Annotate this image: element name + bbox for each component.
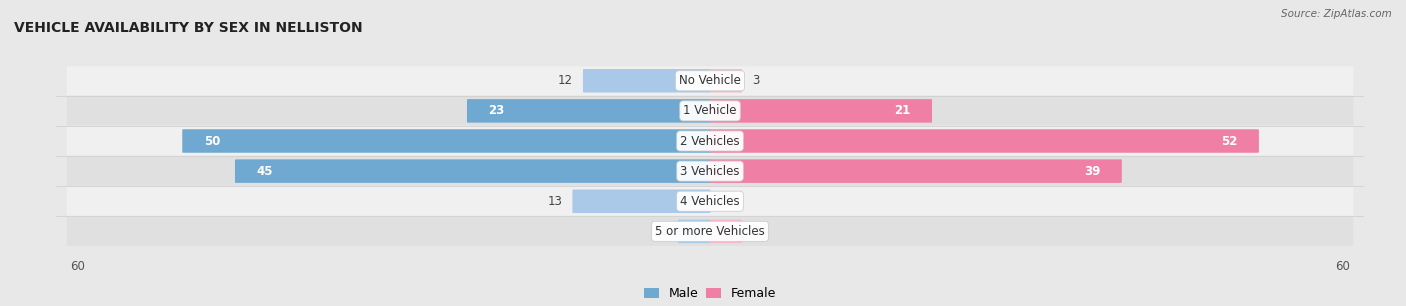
Text: 39: 39 [1084,165,1099,177]
Text: 12: 12 [558,74,574,87]
Text: 13: 13 [547,195,562,208]
Text: VEHICLE AVAILABILITY BY SEX IN NELLISTON: VEHICLE AVAILABILITY BY SEX IN NELLISTON [14,21,363,35]
FancyBboxPatch shape [235,159,710,183]
FancyBboxPatch shape [710,220,742,243]
FancyBboxPatch shape [678,220,710,243]
FancyBboxPatch shape [583,69,710,92]
Text: 5 or more Vehicles: 5 or more Vehicles [655,225,765,238]
Text: 50: 50 [204,135,221,147]
FancyBboxPatch shape [710,129,1258,153]
FancyBboxPatch shape [66,127,1354,155]
FancyBboxPatch shape [572,189,710,213]
Text: 3 Vehicles: 3 Vehicles [681,165,740,177]
FancyBboxPatch shape [710,99,932,123]
FancyBboxPatch shape [66,66,1354,95]
Legend: Male, Female: Male, Female [638,282,782,305]
Text: 1 Vehicle: 1 Vehicle [683,104,737,118]
Text: 23: 23 [489,104,505,118]
FancyBboxPatch shape [66,217,1354,246]
Text: 4 Vehicles: 4 Vehicles [681,195,740,208]
FancyBboxPatch shape [710,159,1122,183]
Text: Source: ZipAtlas.com: Source: ZipAtlas.com [1281,9,1392,19]
Text: 52: 52 [1220,135,1237,147]
Text: 0: 0 [720,195,728,208]
FancyBboxPatch shape [467,99,710,123]
Text: 3: 3 [752,225,759,238]
FancyBboxPatch shape [66,187,1354,216]
FancyBboxPatch shape [710,69,742,92]
FancyBboxPatch shape [183,129,710,153]
FancyBboxPatch shape [66,157,1354,185]
Text: 3: 3 [661,225,668,238]
Text: 2 Vehicles: 2 Vehicles [681,135,740,147]
Text: 3: 3 [752,74,759,87]
Text: No Vehicle: No Vehicle [679,74,741,87]
Text: 45: 45 [256,165,273,177]
FancyBboxPatch shape [66,96,1354,125]
Text: 21: 21 [894,104,911,118]
